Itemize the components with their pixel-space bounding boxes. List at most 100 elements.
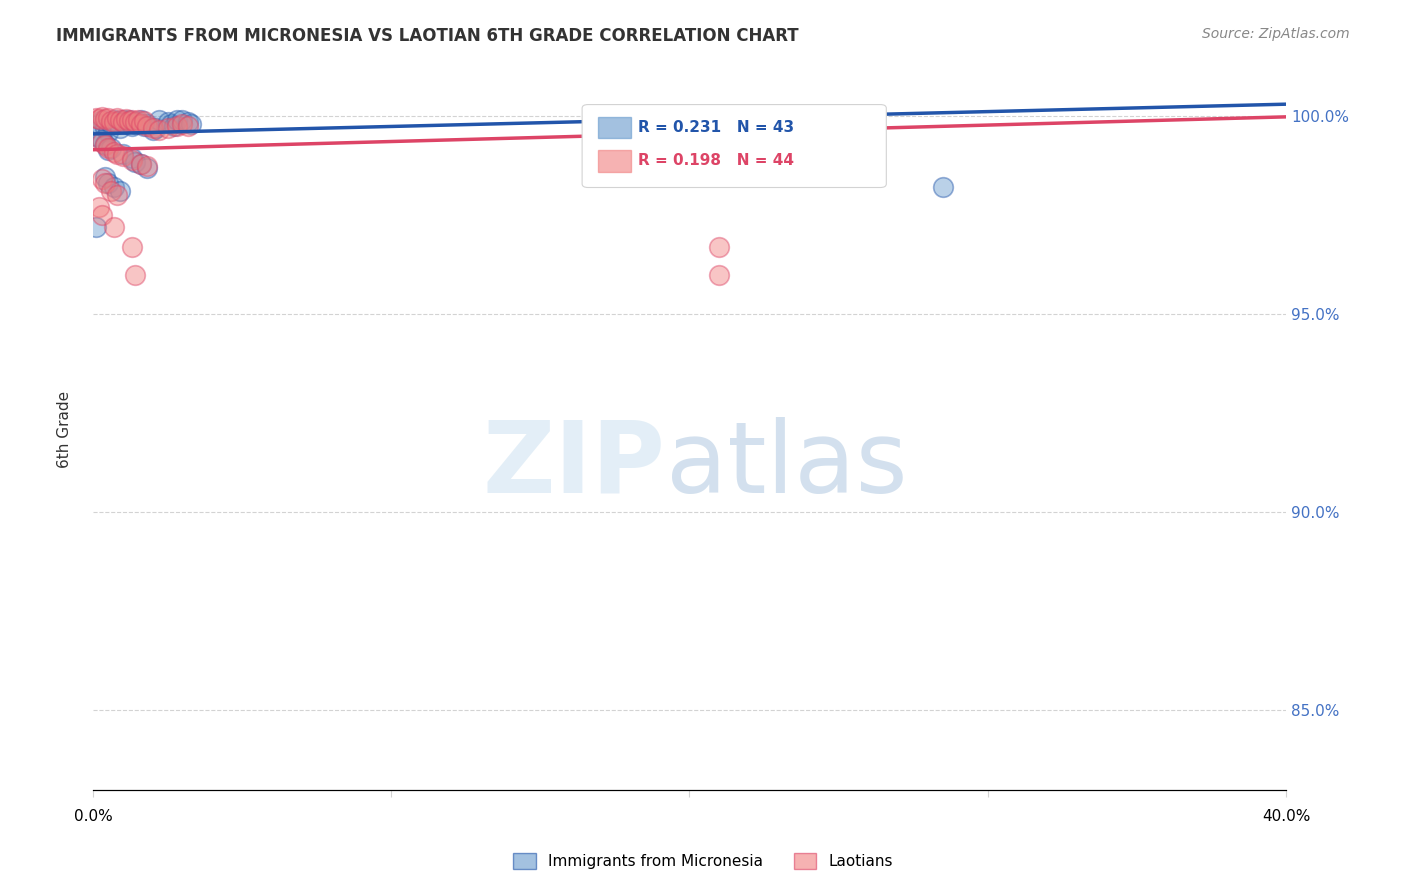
Point bbox=[91, 135, 114, 149]
Point bbox=[135, 119, 157, 133]
Point bbox=[132, 113, 155, 128]
Point bbox=[108, 120, 131, 135]
Text: 0.0%: 0.0% bbox=[73, 809, 112, 824]
Point bbox=[114, 112, 136, 126]
Point bbox=[87, 200, 110, 214]
Point bbox=[121, 151, 143, 165]
Point bbox=[91, 208, 114, 222]
Point bbox=[180, 117, 202, 131]
Point bbox=[159, 117, 181, 131]
Point bbox=[91, 133, 114, 147]
Point bbox=[94, 136, 117, 151]
Point bbox=[94, 120, 117, 135]
Point bbox=[135, 159, 157, 173]
Point bbox=[103, 180, 125, 194]
Text: 40.0%: 40.0% bbox=[1261, 809, 1310, 824]
Point bbox=[129, 113, 152, 128]
Point bbox=[103, 115, 125, 129]
Point bbox=[114, 117, 136, 131]
Point bbox=[177, 115, 200, 129]
Point bbox=[84, 128, 107, 143]
Point bbox=[105, 115, 128, 129]
Point bbox=[127, 113, 149, 128]
Y-axis label: 6th Grade: 6th Grade bbox=[58, 391, 72, 467]
Point bbox=[105, 188, 128, 202]
Point bbox=[94, 112, 117, 127]
Point bbox=[121, 153, 143, 167]
Point bbox=[84, 219, 107, 234]
Point bbox=[166, 113, 188, 128]
Point bbox=[121, 240, 143, 254]
Point bbox=[172, 117, 194, 131]
Point bbox=[129, 117, 152, 131]
Point bbox=[709, 240, 731, 254]
Point bbox=[105, 146, 128, 161]
Point bbox=[100, 185, 122, 199]
Point bbox=[97, 125, 120, 139]
Point bbox=[87, 117, 110, 131]
Text: IMMIGRANTS FROM MICRONESIA VS LAOTIAN 6TH GRADE CORRELATION CHART: IMMIGRANTS FROM MICRONESIA VS LAOTIAN 6T… bbox=[56, 27, 799, 45]
Point bbox=[135, 117, 157, 131]
Point bbox=[108, 113, 131, 128]
Point bbox=[166, 119, 188, 133]
Point bbox=[709, 268, 731, 282]
Point bbox=[84, 111, 107, 125]
Point bbox=[121, 119, 143, 133]
Text: ZIP: ZIP bbox=[482, 417, 665, 514]
Point bbox=[129, 156, 152, 170]
Point bbox=[91, 172, 114, 186]
Point bbox=[97, 177, 120, 191]
Bar bbox=[598, 150, 631, 171]
Point bbox=[124, 115, 146, 129]
Point bbox=[91, 110, 114, 124]
Point bbox=[100, 113, 122, 128]
Point bbox=[103, 113, 125, 128]
Point bbox=[111, 146, 134, 161]
Point bbox=[142, 123, 165, 137]
Point bbox=[162, 119, 184, 133]
Point bbox=[148, 113, 170, 128]
Point bbox=[87, 112, 110, 126]
Point bbox=[932, 180, 955, 194]
Point bbox=[129, 156, 152, 170]
Text: R = 0.198   N = 44: R = 0.198 N = 44 bbox=[638, 153, 794, 169]
Point bbox=[124, 117, 146, 131]
Point bbox=[108, 185, 131, 199]
Point bbox=[91, 113, 114, 128]
Point bbox=[127, 115, 149, 129]
Point bbox=[132, 119, 155, 133]
Point bbox=[94, 137, 117, 152]
Bar bbox=[598, 117, 631, 138]
Point bbox=[118, 113, 141, 128]
Point bbox=[111, 115, 134, 129]
Point bbox=[103, 219, 125, 234]
Point bbox=[103, 145, 125, 159]
Point bbox=[135, 161, 157, 175]
Point bbox=[156, 115, 179, 129]
Point bbox=[100, 141, 122, 155]
Point bbox=[94, 177, 117, 191]
Point bbox=[124, 154, 146, 169]
Point bbox=[124, 268, 146, 282]
Point bbox=[148, 123, 170, 137]
Legend: Immigrants from Micronesia, Laotians: Immigrants from Micronesia, Laotians bbox=[506, 847, 900, 875]
Point bbox=[97, 143, 120, 157]
Point bbox=[111, 113, 134, 128]
Point bbox=[121, 113, 143, 128]
Point bbox=[145, 120, 167, 135]
Point bbox=[156, 120, 179, 135]
Point bbox=[111, 149, 134, 163]
Text: Source: ZipAtlas.com: Source: ZipAtlas.com bbox=[1202, 27, 1350, 41]
Point bbox=[94, 170, 117, 185]
FancyBboxPatch shape bbox=[582, 104, 886, 187]
Text: R = 0.231   N = 43: R = 0.231 N = 43 bbox=[638, 120, 794, 136]
Point bbox=[177, 119, 200, 133]
Point bbox=[118, 113, 141, 128]
Point bbox=[142, 120, 165, 135]
Point bbox=[97, 141, 120, 155]
Text: atlas: atlas bbox=[665, 417, 907, 514]
Point bbox=[100, 117, 122, 131]
Point bbox=[105, 111, 128, 125]
Point bbox=[172, 113, 194, 128]
Point bbox=[97, 111, 120, 125]
